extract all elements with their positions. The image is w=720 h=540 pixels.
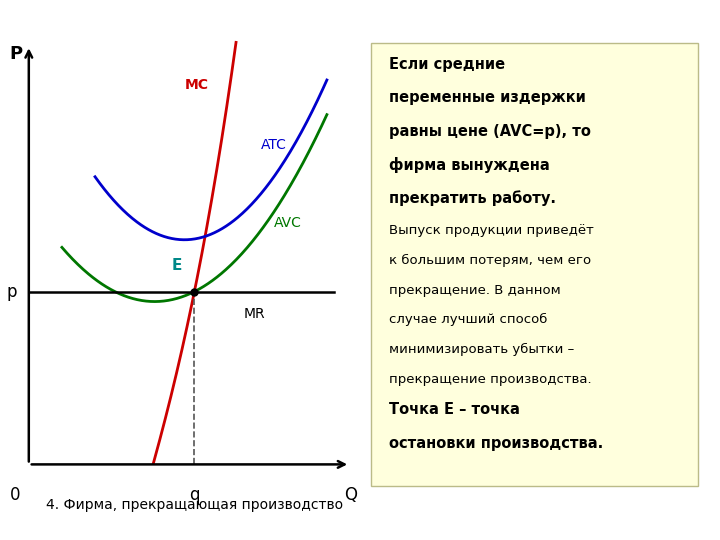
Text: MC: MC	[184, 78, 209, 92]
Text: прекращение производства.: прекращение производства.	[389, 373, 591, 386]
Text: q: q	[189, 486, 199, 504]
Text: прекратить работу.: прекратить работу.	[389, 191, 556, 206]
Text: Q: Q	[343, 486, 356, 504]
Text: Точка E – точка: Точка E – точка	[389, 402, 520, 417]
Text: Выпуск продукции приведёт: Выпуск продукции приведёт	[389, 224, 593, 237]
Text: к большим потерям, чем его: к большим потерям, чем его	[389, 254, 591, 267]
Text: равны цене (AVC=p), то: равны цене (AVC=p), то	[389, 124, 590, 139]
Text: случае лучший способ: случае лучший способ	[389, 313, 547, 326]
Text: прекращение. В данном: прекращение. В данном	[389, 284, 561, 296]
Text: P: P	[9, 45, 22, 63]
Text: переменные издержки: переменные издержки	[389, 90, 585, 105]
Text: остановки производства.: остановки производства.	[389, 436, 603, 451]
Text: 0: 0	[10, 486, 21, 504]
Text: минимизировать убытки –: минимизировать убытки –	[389, 343, 574, 356]
Text: E: E	[171, 258, 181, 273]
Text: Если средние: Если средние	[389, 57, 505, 72]
Text: p: p	[7, 282, 17, 301]
Text: ATC: ATC	[261, 138, 287, 152]
Text: AVC: AVC	[274, 216, 302, 230]
Text: 4. Фирма, прекращающая производство: 4. Фирма, прекращающая производство	[46, 498, 343, 512]
Text: MR: MR	[244, 307, 266, 321]
Text: фирма вынуждена: фирма вынуждена	[389, 157, 549, 173]
